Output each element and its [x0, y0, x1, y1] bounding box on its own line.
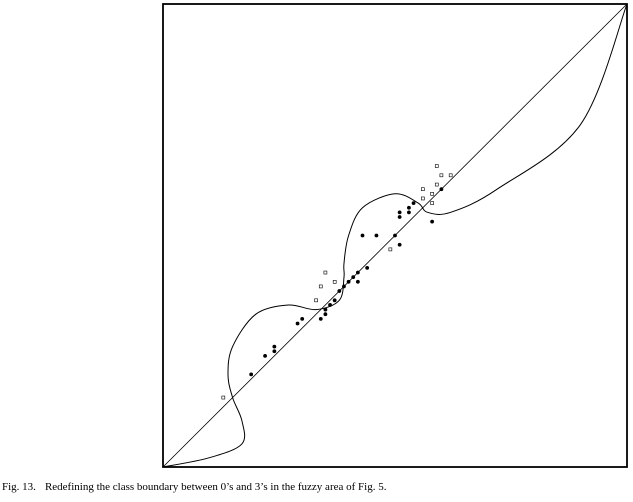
- class0-point-23: [397, 210, 402, 215]
- class3-point-3: [323, 270, 328, 275]
- class-boundary-curve: [162, 3, 628, 468]
- class0-point-6: [318, 316, 323, 321]
- class3-point-5: [388, 247, 393, 252]
- class3-point-12: [439, 173, 444, 178]
- class0-point-18: [360, 233, 365, 238]
- class3-point-4: [332, 279, 337, 284]
- class3-point-1: [314, 298, 318, 303]
- class0-point-21: [397, 242, 402, 247]
- class0-point-12: [342, 284, 346, 289]
- class0-point-7: [323, 312, 328, 317]
- class0-point-5: [300, 316, 305, 321]
- class0-point-3: [272, 344, 277, 349]
- caption-text: Redefining the class boundary between 0’…: [44, 481, 387, 493]
- class0-point-0: [249, 372, 254, 377]
- class0-point-4: [295, 321, 300, 326]
- class0-point-2: [272, 349, 277, 354]
- class3-point-7: [421, 196, 425, 201]
- class0-point-11: [337, 289, 342, 293]
- class3-point-13: [448, 173, 453, 178]
- class0-point-9: [328, 303, 332, 307]
- figure-caption: Fig. 13. Redefining the class boundary be…: [2, 481, 386, 493]
- class0-point-17: [365, 266, 370, 270]
- class0-point-28: [439, 187, 444, 192]
- class3-point-2: [318, 284, 323, 289]
- class3-point-10: [434, 182, 439, 187]
- class0-point-14: [351, 275, 356, 280]
- class3-point-11: [434, 164, 439, 168]
- class3-point-0: [221, 395, 226, 400]
- boundary-layer: [162, 3, 628, 468]
- class0-point-24: [407, 210, 411, 215]
- class3-point-6: [421, 187, 425, 191]
- class0-point-1: [263, 353, 267, 358]
- class3-point-8: [430, 201, 434, 205]
- class0-point-20: [393, 233, 397, 238]
- points-layer: [221, 164, 453, 400]
- class3-point-9: [430, 192, 434, 196]
- class0-point-13: [346, 279, 351, 284]
- class0-point-27: [430, 219, 435, 224]
- class0-point-15: [355, 270, 360, 275]
- caption-label: Fig. 13.: [2, 481, 36, 493]
- scatter-figure: [162, 3, 628, 468]
- class0-point-19: [374, 233, 379, 238]
- class0-point-8: [323, 307, 328, 312]
- class0-point-25: [407, 205, 411, 210]
- class0-point-10: [332, 298, 337, 303]
- class0-point-22: [397, 215, 402, 219]
- class0-point-26: [411, 201, 416, 205]
- class0-point-16: [355, 279, 360, 284]
